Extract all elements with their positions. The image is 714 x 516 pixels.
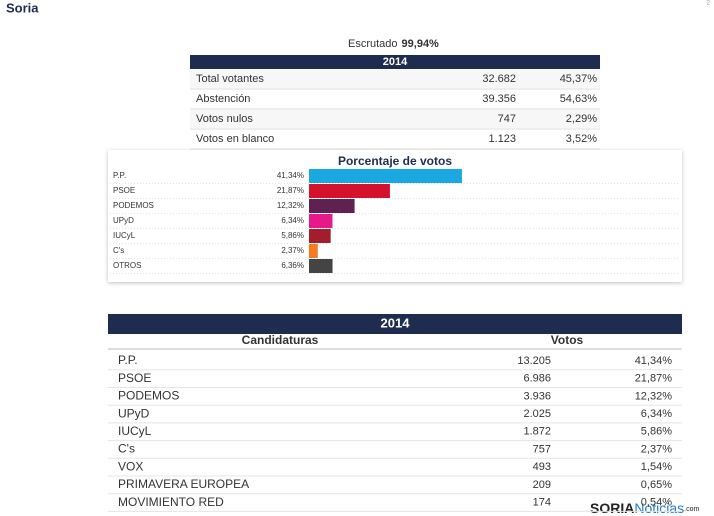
- page-number: 2: [707, 1, 711, 7]
- bar: [309, 244, 318, 258]
- summary-row: [190, 70, 600, 88]
- summary-header: [190, 55, 600, 69]
- bar: [309, 229, 331, 243]
- party-name: UPyD: [118, 406, 150, 420]
- results-header: [108, 314, 682, 334]
- category-label: OTROS: [113, 261, 141, 270]
- party-percent: 1,54%: [641, 461, 672, 473]
- column-header: Votos: [551, 333, 584, 347]
- party-percent: 41,34%: [635, 355, 673, 367]
- category-label: PODEMOS: [113, 201, 154, 210]
- value-label: 6,34%: [281, 216, 304, 225]
- category-label: PSOE: [113, 186, 135, 195]
- party-votes: 209: [533, 479, 551, 491]
- party-percent: 0,65%: [641, 479, 672, 491]
- category-label: IUCyL: [113, 231, 136, 240]
- party-name: PRIMAVERA EUROPEA: [118, 477, 249, 491]
- party-percent: 0,54%: [641, 497, 672, 509]
- party-name: PODEMOS: [118, 389, 179, 403]
- category-label: P.P.: [113, 171, 126, 180]
- party-votes: 13.205: [517, 355, 551, 367]
- value-label: 6,36%: [281, 261, 304, 270]
- value-label: 41,34%: [277, 171, 304, 180]
- results-year: 2014: [381, 315, 411, 330]
- summary-row: [190, 90, 600, 108]
- summary-label: Votos nulos: [196, 113, 253, 125]
- summary-value: 747: [498, 113, 516, 125]
- bar: [309, 214, 333, 228]
- party-votes: 2.025: [523, 408, 551, 420]
- scrutiny-label: Escrutado: [348, 38, 398, 50]
- party-percent: 5,86%: [641, 426, 672, 438]
- value-label: 21,87%: [277, 186, 304, 195]
- party-votes: 6.986: [523, 373, 551, 385]
- bar: [309, 199, 355, 213]
- summary-value: 32.682: [482, 73, 516, 85]
- bar: [309, 184, 390, 198]
- watermark-brand: SORIA: [590, 500, 634, 516]
- party-percent: 12,32%: [635, 390, 673, 402]
- column-header: Candidaturas: [242, 333, 319, 347]
- summary-label: Votos en blanco: [196, 133, 274, 145]
- value-label: 12,32%: [277, 201, 304, 210]
- party-percent: 6,34%: [641, 408, 672, 420]
- summary-percent: 3,52%: [566, 133, 597, 145]
- watermark-domain: .com: [684, 506, 699, 513]
- party-name: P.P.: [118, 353, 138, 367]
- party-percent: 21,87%: [635, 373, 673, 385]
- party-name: C's: [118, 442, 135, 456]
- party-votes: 1.872: [523, 426, 551, 438]
- party-percent: 2,37%: [641, 443, 672, 455]
- page-title: Soria: [6, 0, 39, 15]
- bar: [309, 259, 333, 273]
- summary-percent: 45,37%: [560, 73, 598, 85]
- value-label: 5,86%: [281, 231, 304, 240]
- summary-value: 1.123: [488, 133, 516, 145]
- summary-row: [190, 110, 600, 128]
- summary-label: Total votantes: [196, 73, 264, 85]
- party-votes: 3.936: [523, 390, 551, 402]
- summary-percent: 2,29%: [566, 113, 597, 125]
- party-name: MOVIMIENTO RED: [118, 495, 224, 509]
- chart-title: Porcentaje de votos: [338, 154, 452, 168]
- party-votes: 174: [533, 497, 551, 509]
- scrutiny-value: 99,94%: [402, 38, 440, 50]
- party-name: VOX: [118, 459, 143, 473]
- summary-year: 2014: [383, 56, 408, 68]
- summary-percent: 54,63%: [560, 93, 598, 105]
- party-name: IUCyL: [118, 424, 152, 438]
- category-label: UPyD: [113, 216, 134, 225]
- summary-value: 39.356: [482, 93, 516, 105]
- summary-row: [190, 130, 600, 148]
- party-votes: 757: [533, 443, 551, 455]
- value-label: 2,37%: [281, 246, 304, 255]
- summary-label: Abstención: [196, 93, 250, 105]
- scrutiny: Escrutado 99,94%: [348, 38, 439, 50]
- party-name: PSOE: [118, 371, 151, 385]
- bar: [309, 169, 462, 183]
- party-votes: 493: [533, 461, 551, 473]
- category-label: C's: [113, 246, 124, 255]
